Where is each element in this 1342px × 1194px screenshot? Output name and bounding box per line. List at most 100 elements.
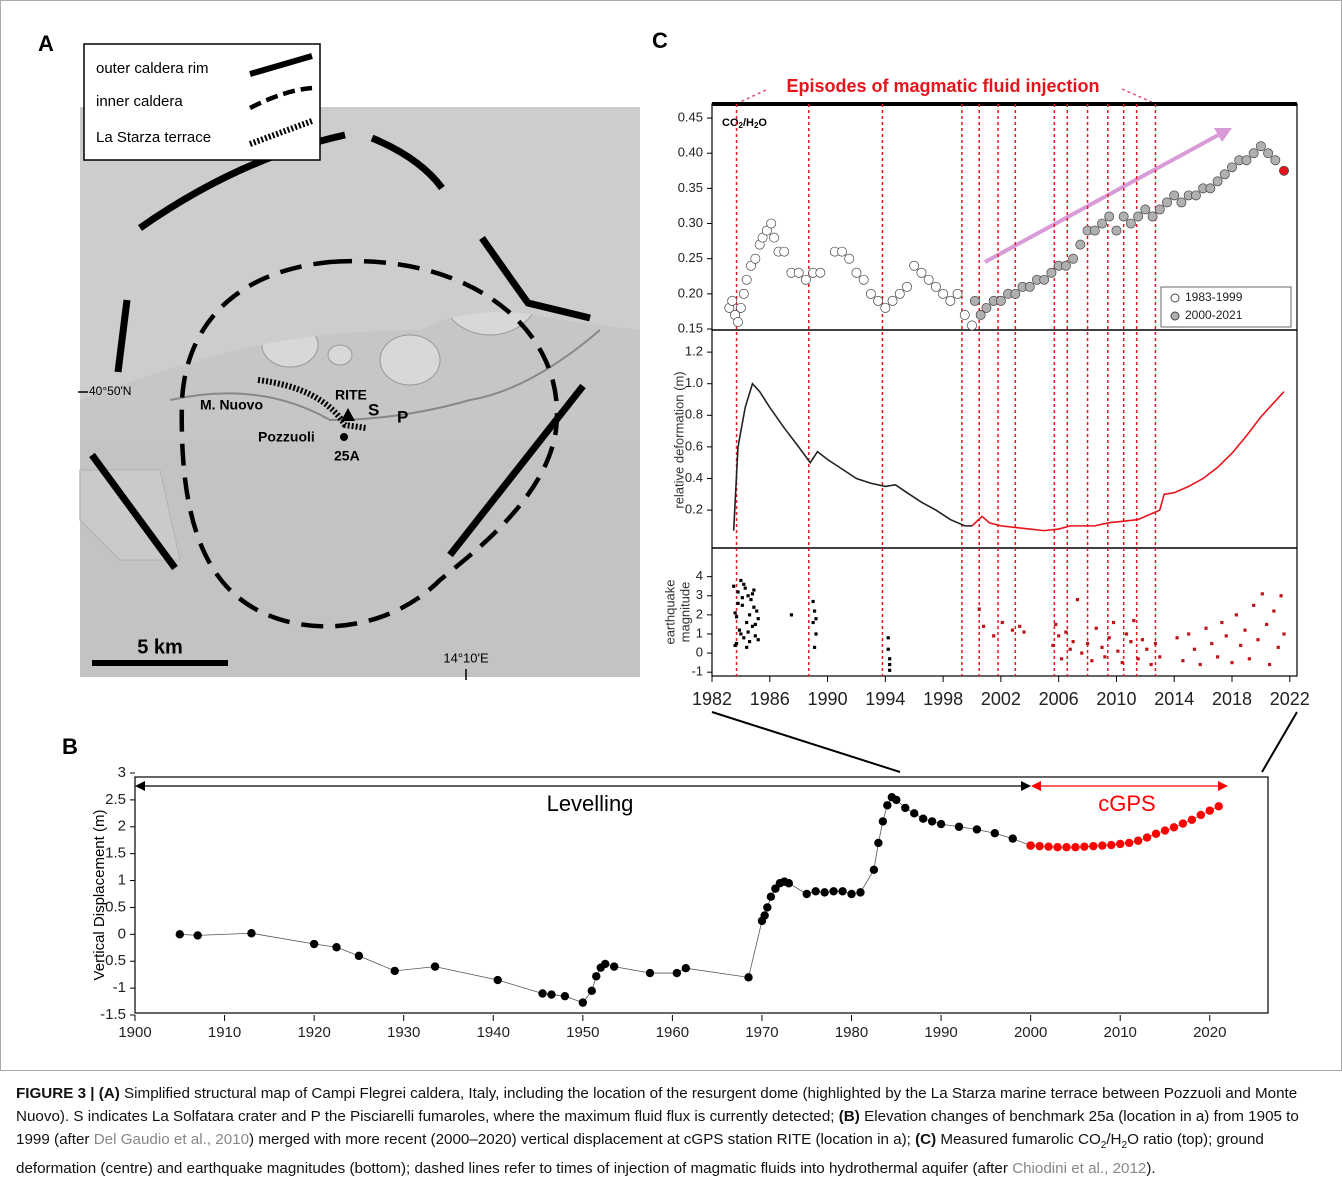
point [924,275,933,284]
point [748,640,751,643]
panel-label: C [652,28,668,53]
point [682,964,690,972]
point [1018,625,1021,628]
caption-part: ). [1146,1160,1155,1177]
point [982,625,985,628]
point [1280,594,1283,597]
x-tick-label: 1940 [477,1024,510,1041]
point [1076,240,1085,249]
x-tick-label: 2010 [1096,689,1136,709]
point [735,615,738,618]
point [892,796,900,804]
point [812,600,815,603]
caption-part: FIGURE 3 | (A) [16,1085,120,1102]
y-tick-label: -1 [113,979,126,996]
point [760,911,768,919]
point [856,888,864,896]
point [888,296,897,305]
y-tick-label: -1 [691,664,703,679]
point [1227,163,1236,172]
place-label: P [397,407,408,426]
y-tick-label: 2.5 [105,791,126,808]
label-part: /H [743,117,754,129]
point [960,310,969,319]
y-axis-label: CO2/H2O [722,117,767,130]
point [1011,629,1014,632]
y-tick-label: 0.4 [685,470,703,485]
point [745,646,748,649]
point [1152,830,1160,838]
point [820,888,828,896]
point [1044,842,1052,850]
point [1051,644,1054,647]
point [1158,655,1161,658]
point [646,969,654,977]
benchmark-marker [340,433,348,441]
point [728,296,737,305]
point [1080,651,1083,654]
y-tick-label: 2 [696,606,703,621]
point [917,268,926,277]
y-tick-label: 1 [696,625,703,640]
series-line [972,392,1284,531]
point [1009,834,1017,842]
point [579,998,587,1006]
point [814,632,817,635]
y-tick-label: 0 [696,645,703,660]
point [1204,627,1207,630]
point [1095,627,1098,630]
x-tick-label: 1970 [745,1024,778,1041]
point [601,960,609,968]
point [673,969,681,977]
point [881,303,890,312]
caption-part: /H [1106,1131,1121,1148]
y-tick-label: 0.35 [678,180,703,195]
point [837,247,846,256]
point [901,804,909,812]
point [739,632,742,635]
point [1235,613,1238,616]
y-tick-label: -0.5 [100,952,126,969]
point [1090,226,1099,235]
point [547,990,555,998]
point [928,817,936,825]
point [1134,837,1142,845]
point [931,282,940,291]
point [1210,642,1213,645]
point [1256,142,1265,151]
series-label: Levelling [547,791,634,816]
x-tick-label: 2006 [1039,689,1079,709]
point [755,609,758,612]
point [734,611,737,614]
point [919,815,927,823]
point [1053,843,1061,851]
point [1107,841,1115,849]
point [1252,604,1255,607]
point [754,623,757,626]
point [1141,638,1144,641]
point [431,962,439,970]
x-tick-label: 1920 [297,1024,330,1041]
point [1170,823,1178,831]
point [739,579,742,582]
point [1132,619,1135,622]
point [811,887,819,895]
point [1155,205,1164,214]
x-tick-label: 1994 [865,689,905,709]
point [1213,177,1222,186]
point [967,321,976,330]
x-tick-label: 1998 [923,689,963,709]
point [1243,629,1246,632]
place-label: Pozzuoli [258,429,315,445]
point [1134,212,1143,221]
point [838,887,846,895]
point [742,636,745,639]
point [992,634,995,637]
point [812,621,815,624]
series-line [734,384,972,531]
x-tick-label: 2018 [1212,689,1252,709]
point [859,275,868,284]
point [1121,661,1124,664]
point [1086,642,1089,645]
point [1187,632,1190,635]
